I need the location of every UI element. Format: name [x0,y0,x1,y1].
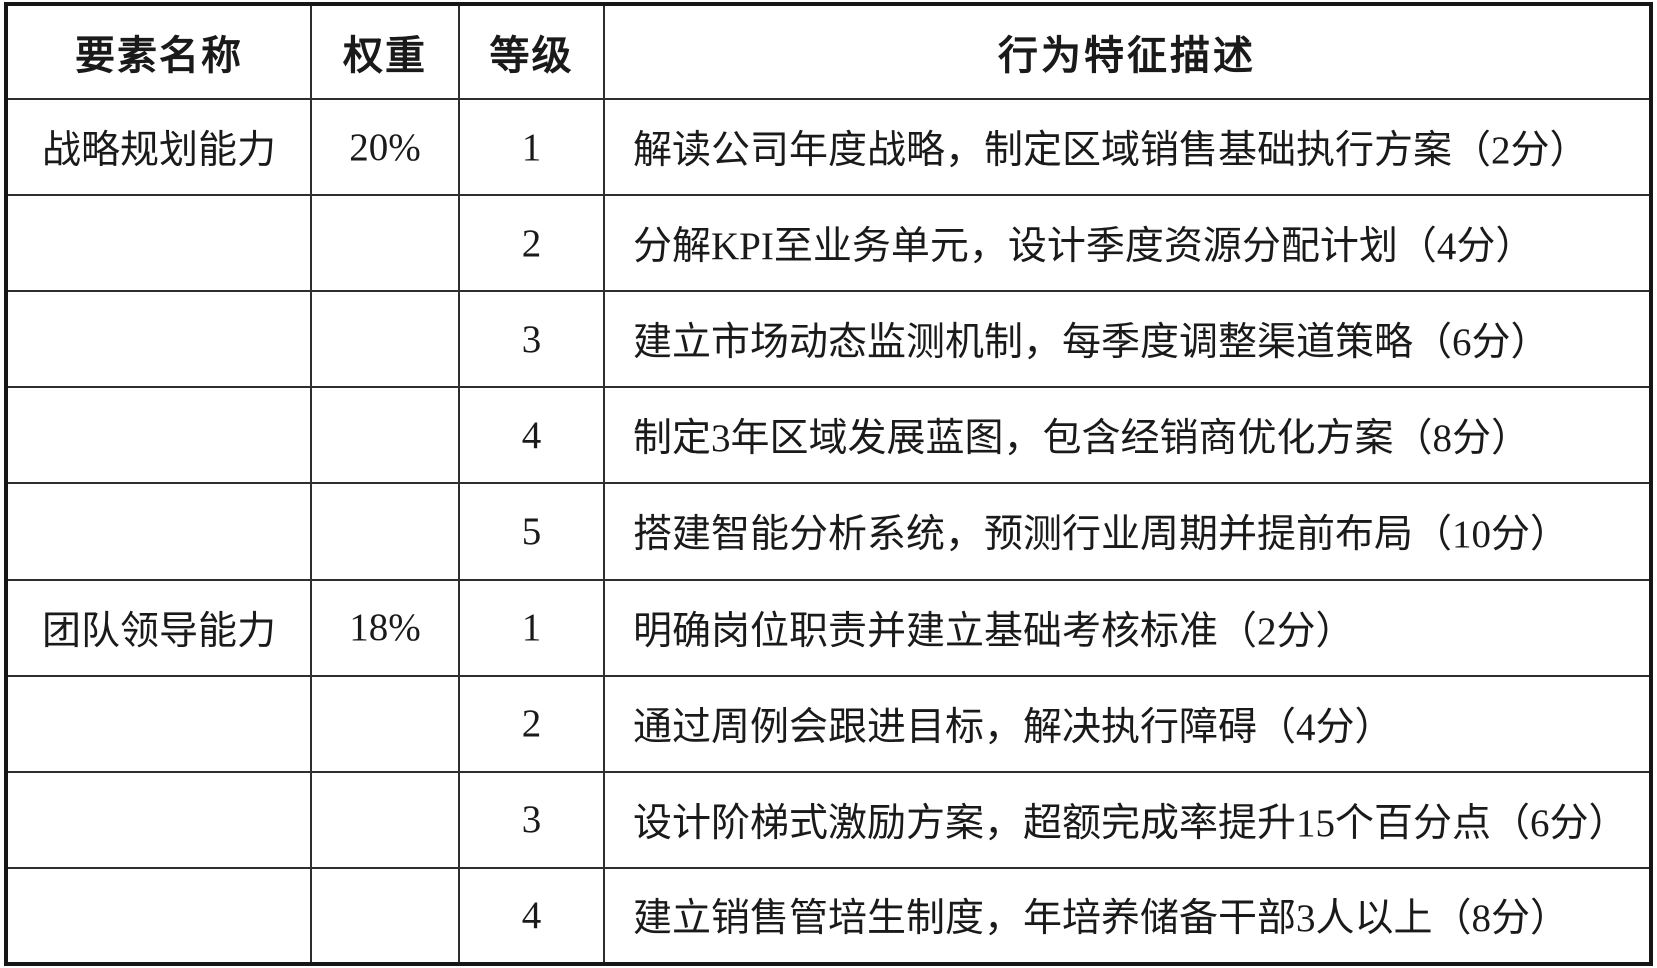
table-row: 2 通过周例会跟进目标，解决执行障碍（4分） [5,674,1652,773]
cell-factor: 团队领导能力 [5,578,312,677]
cell-weight [310,866,460,966]
cell-level: 2 [458,194,605,293]
cell-description: 解读公司年度战略，制定区域销售基础执行方案（2分） [603,97,1652,197]
cell-description: 明确岗位职责并建立基础考核标准（2分） [603,578,1652,677]
cell-weight: 20% [310,97,460,197]
cell-description: 建立销售管培生制度，年培养储备干部3人以上（8分） [603,866,1652,966]
cell-factor [5,194,312,293]
cell-level: 4 [458,386,605,485]
table-row: 3 设计阶梯式激励方案，超额完成率提升15个百分点（6分） [5,770,1652,869]
cell-weight [310,482,460,581]
cell-description: 制定3年区域发展蓝图，包含经销商优化方案（8分） [603,386,1652,485]
header-cell-weight: 权重 [310,3,460,100]
cell-level: 3 [458,290,605,389]
cell-level: 1 [458,578,605,677]
cell-factor [5,674,312,773]
table-row: 3 建立市场动态监测机制，每季度调整渠道策略（6分） [5,290,1652,389]
cell-weight [310,194,460,293]
cell-factor: 战略规划能力 [5,97,312,197]
cell-level: 4 [458,866,605,966]
cell-weight [310,386,460,485]
competency-rating-table: 要素名称 权重 等级 行为特征描述 战略规划能力 20% 1 解读公司年度战略，… [4,2,1653,966]
cell-weight [310,674,460,773]
cell-weight [310,770,460,869]
cell-factor [5,770,312,869]
header-row: 要素名称 权重 等级 行为特征描述 [5,3,1652,100]
cell-level: 1 [458,97,605,197]
cell-weight: 18% [310,578,460,677]
cell-description: 建立市场动态监测机制，每季度调整渠道策略（6分） [603,290,1652,389]
table-row: 5 搭建智能分析系统，预测行业周期并提前布局（10分） [5,482,1652,581]
cell-description: 搭建智能分析系统，预测行业周期并提前布局（10分） [603,482,1652,581]
cell-factor [5,866,312,966]
header-cell-description: 行为特征描述 [603,3,1652,100]
cell-description: 分解KPI至业务单元，设计季度资源分配计划（4分） [603,194,1652,293]
cell-factor [5,290,312,389]
cell-description: 通过周例会跟进目标，解决执行障碍（4分） [603,674,1652,773]
cell-factor [5,386,312,485]
cell-level: 3 [458,770,605,869]
cell-level: 5 [458,482,605,581]
table-row: 2 分解KPI至业务单元，设计季度资源分配计划（4分） [5,194,1652,293]
header-cell-level: 等级 [458,3,605,100]
cell-level: 2 [458,674,605,773]
cell-description: 设计阶梯式激励方案，超额完成率提升15个百分点（6分） [603,770,1652,869]
table-row: 团队领导能力 18% 1 明确岗位职责并建立基础考核标准（2分） [5,578,1652,677]
cell-weight [310,290,460,389]
header-cell-factor-name: 要素名称 [5,3,312,100]
table-row: 战略规划能力 20% 1 解读公司年度战略，制定区域销售基础执行方案（2分） [5,97,1652,197]
table-row: 4 制定3年区域发展蓝图，包含经销商优化方案（8分） [5,386,1652,485]
cell-factor [5,482,312,581]
table-row: 4 建立销售管培生制度，年培养储备干部3人以上（8分） [5,866,1652,966]
